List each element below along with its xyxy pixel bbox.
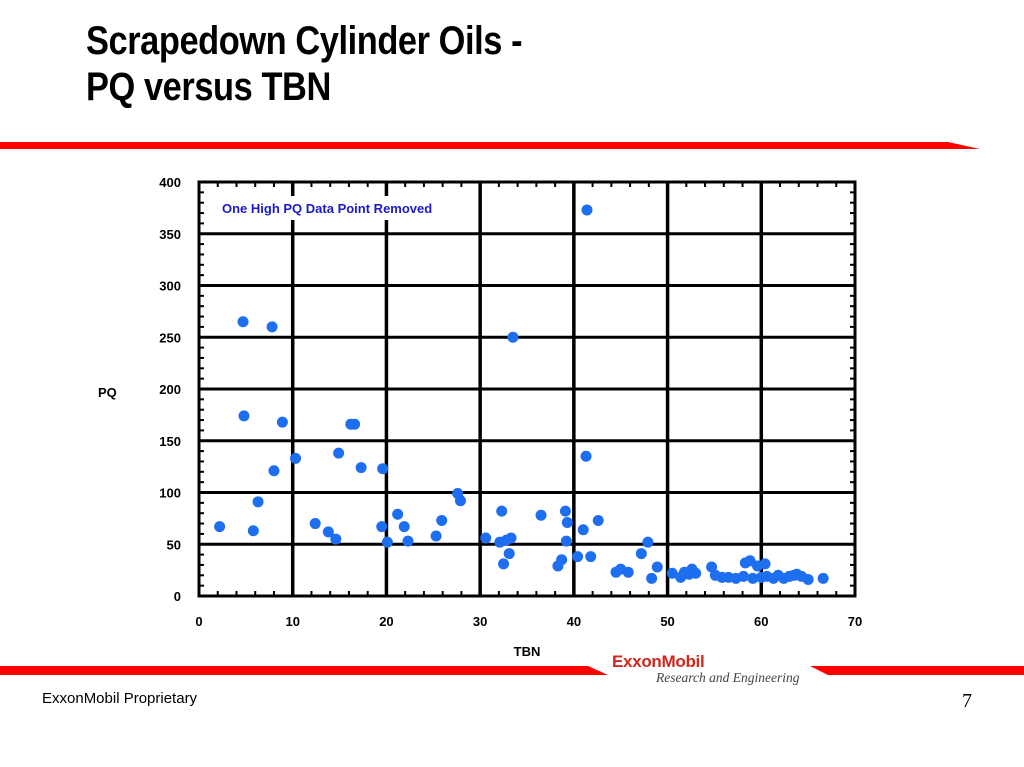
data-point (498, 558, 510, 570)
footer-proprietary: ExxonMobil Proprietary (42, 690, 198, 707)
data-point (646, 572, 658, 584)
data-point (436, 514, 448, 526)
data-point (560, 535, 572, 547)
data-point (581, 204, 593, 216)
y-axis-label: PQ (98, 385, 117, 400)
logo-wordmark: ExxonMobil (612, 652, 705, 671)
data-point (398, 521, 410, 533)
data-point (561, 517, 573, 529)
data-point (535, 509, 547, 521)
y-tick-label: 0 (174, 589, 181, 604)
data-point (577, 524, 589, 536)
data-point (802, 573, 814, 585)
data-point (430, 530, 442, 542)
data-point (266, 321, 278, 333)
data-point (237, 316, 249, 328)
data-point (480, 532, 492, 544)
data-point (402, 535, 414, 547)
data-point (747, 572, 759, 584)
data-point (330, 533, 342, 545)
title-line-1: Scrapedown Cylinder Oils - (86, 19, 523, 63)
data-point (349, 418, 361, 430)
data-point (559, 505, 571, 517)
data-point (503, 548, 515, 560)
x-axis-label: TBN (514, 644, 541, 659)
data-point (505, 532, 517, 544)
title-line-2: PQ versus TBN (86, 65, 331, 109)
data-point (355, 462, 367, 474)
y-tick-label: 300 (159, 279, 181, 294)
x-tick-label: 20 (379, 614, 393, 629)
data-point (322, 526, 334, 538)
data-point (309, 518, 321, 530)
bottom-red-stripe (0, 666, 1024, 675)
x-tick-label: 70 (848, 614, 862, 629)
data-point (622, 566, 634, 578)
data-point (290, 452, 302, 464)
logo-subtitle: Research and Engineering (656, 670, 800, 685)
y-tick-label: 400 (159, 175, 181, 190)
plot-frame (197, 180, 857, 598)
data-point (268, 465, 280, 477)
data-point (737, 570, 749, 582)
data-point (377, 463, 389, 475)
data-point (238, 410, 250, 422)
x-tick-label: 10 (285, 614, 299, 629)
data-point (454, 495, 466, 507)
chart-grid (199, 182, 855, 596)
data-point (572, 551, 584, 563)
y-tick-label: 350 (159, 227, 181, 242)
data-point (276, 416, 288, 428)
top-red-stripe (0, 142, 980, 149)
data-point (247, 525, 259, 537)
y-tick-label: 50 (167, 537, 181, 552)
data-point (635, 548, 647, 560)
data-point (333, 447, 345, 459)
data-point (252, 496, 264, 508)
data-point (381, 536, 393, 548)
y-tick-label: 150 (159, 434, 181, 449)
y-tick-label: 100 (159, 486, 181, 501)
x-axis-tick-labels: 0 10 20 30 40 50 60 70 (195, 614, 862, 629)
y-tick-label: 250 (159, 330, 181, 345)
y-axis-tick-labels: 0 50 100 150 200 250 300 350 400 (159, 175, 181, 604)
data-point (556, 554, 568, 566)
data-point (496, 505, 508, 517)
data-point (580, 450, 592, 462)
data-point (642, 536, 654, 548)
y-tick-label: 200 (159, 382, 181, 397)
data-point (690, 567, 702, 579)
x-tick-label: 50 (660, 614, 674, 629)
annotation-background (216, 196, 472, 220)
page-number: 7 (962, 690, 972, 712)
data-point (392, 508, 404, 520)
x-tick-label: 30 (473, 614, 487, 629)
exxonmobil-logo: ExxonMobil Research and Engineering (612, 652, 799, 686)
data-point (759, 558, 771, 570)
x-tick-label: 40 (567, 614, 581, 629)
data-point (706, 561, 718, 573)
data-points (214, 204, 829, 585)
data-point (666, 567, 678, 579)
data-point (592, 514, 604, 526)
x-tick-label: 0 (195, 614, 202, 629)
x-tick-label: 60 (754, 614, 768, 629)
data-point (651, 561, 663, 573)
slide-title: Scrapedown Cylinder Oils - PQ versus TBN (86, 18, 523, 110)
chart-annotation: One High PQ Data Point Removed (222, 201, 432, 216)
data-point (376, 521, 388, 533)
data-point (214, 521, 226, 533)
data-point (817, 572, 829, 584)
data-point (585, 551, 597, 563)
data-point (507, 331, 519, 343)
